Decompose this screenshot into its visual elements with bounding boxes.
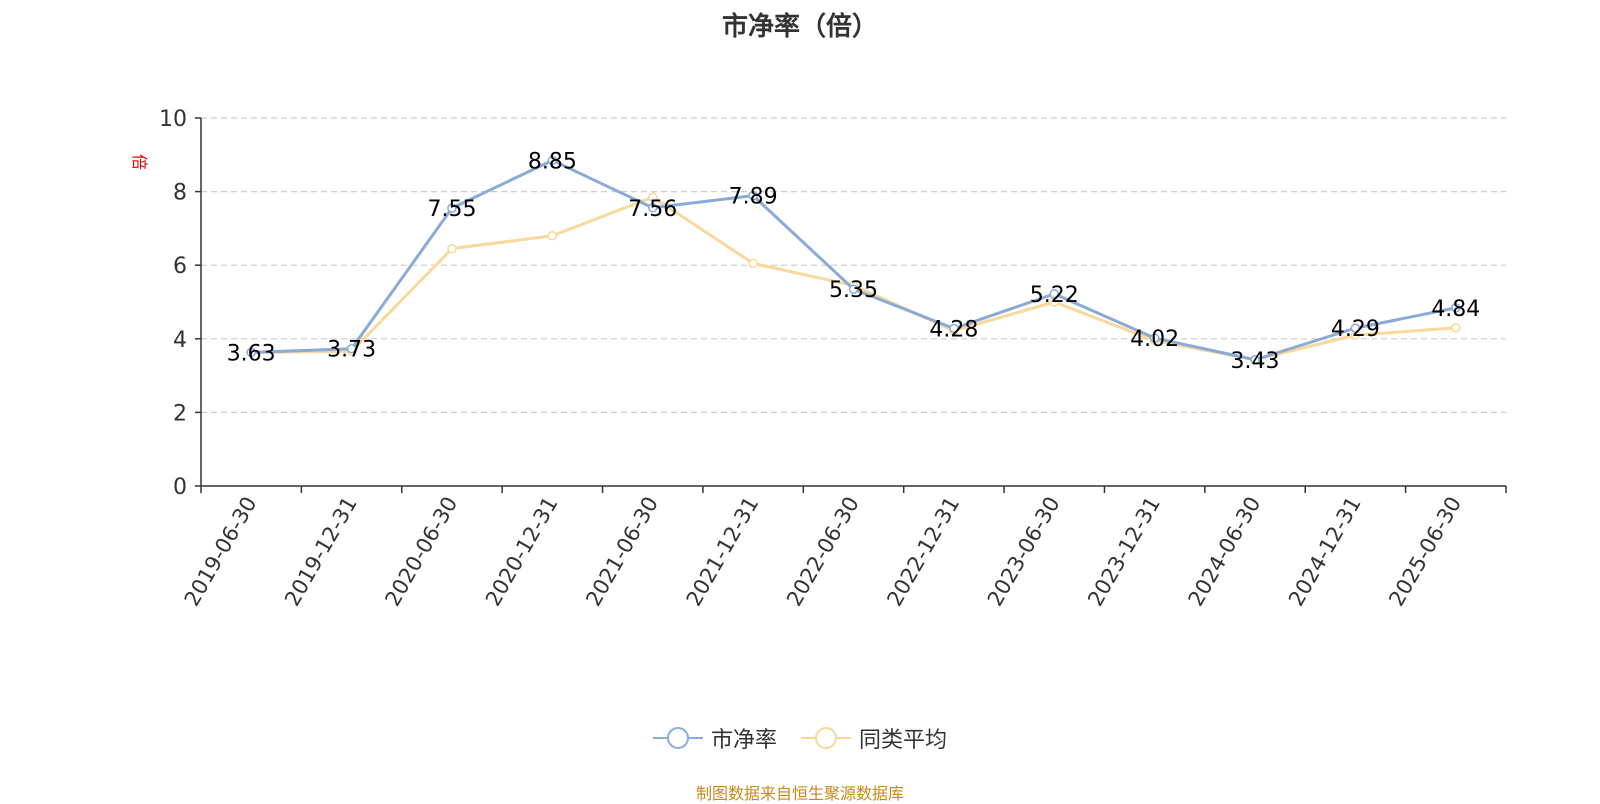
grid-layer <box>201 117 1506 413</box>
x-tick-label: 2022-06-30 <box>782 493 864 611</box>
data-label: 4.84 <box>1431 297 1480 322</box>
series-1-point <box>346 343 357 354</box>
y-tick-label: 10 <box>159 107 187 132</box>
data-label: 4.29 <box>1331 317 1380 342</box>
series-1-point <box>1350 323 1361 333</box>
series-1-point <box>647 203 658 213</box>
data-source-note: 制图数据来自恒生聚源数据库 <box>695 784 904 803</box>
data-label: 4.28 <box>929 317 978 342</box>
legend: 市净率 同类平均 <box>0 722 1600 754</box>
series-1-point <box>949 323 959 334</box>
data-label: 3.43 <box>1231 349 1280 374</box>
legend-line-circle-icon-yellow <box>801 727 851 749</box>
series-1-point <box>246 347 256 358</box>
y-tick-label: 0 <box>173 475 187 500</box>
legend-label-series-2: 同类平均 <box>859 728 948 753</box>
y-tick-label: 8 <box>173 181 187 206</box>
series-2-point <box>647 192 658 202</box>
data-label: 3.73 <box>327 338 376 363</box>
x-tick-label: 2020-06-30 <box>380 493 462 611</box>
y-tick-label: 6 <box>173 254 187 279</box>
x-tick-label: 2019-06-30 <box>180 493 262 611</box>
data-label: 3.63 <box>227 341 276 366</box>
x-tick-label: 2024-12-31 <box>1284 493 1366 611</box>
series-1-point <box>1250 355 1260 365</box>
series-1-point <box>748 190 758 201</box>
series-2-point <box>547 231 558 241</box>
series-layer <box>246 155 1461 365</box>
series-1-point <box>848 284 859 294</box>
x-tick-label: 2021-06-30 <box>581 493 663 611</box>
series-1-point <box>547 155 558 166</box>
data-label: 5.22 <box>1030 283 1079 308</box>
data-label: 7.56 <box>628 197 677 222</box>
x-tick-label: 2023-06-30 <box>983 493 1065 611</box>
series-1-point <box>1451 303 1461 313</box>
x-tick-label: 2023-12-31 <box>1083 493 1165 611</box>
x-tick-label: 2025-06-30 <box>1384 493 1466 611</box>
x-tick-label: 2019-12-31 <box>280 493 362 611</box>
series-line-1 <box>251 158 1457 362</box>
data-label: 7.89 <box>729 185 778 210</box>
x-tick-label: 2020-12-31 <box>481 493 563 611</box>
data-label: 7.55 <box>427 197 476 222</box>
series-1-point <box>1149 333 1160 343</box>
chart-title: 市净率（倍） <box>721 12 878 42</box>
y-tick-label: 4 <box>173 328 187 353</box>
y-tick-label: 2 <box>173 401 187 426</box>
x-tick-label: 2024-06-30 <box>1184 493 1266 611</box>
data-label-layer: 3.63 3.73 7.55 8.85 7.56 7.89 5.35 4.28 5.22 4.02… <box>227 149 1481 373</box>
series-2-point <box>1451 323 1461 333</box>
series-1-point <box>447 203 457 213</box>
legend-label-series-1: 市净率 <box>710 728 777 753</box>
data-label: 8.85 <box>528 149 577 174</box>
data-label: 4.02 <box>1130 327 1179 352</box>
x-tick-label: 2021-12-31 <box>682 493 764 611</box>
legend-item-series-2[interactable]: 同类平均 <box>801 722 947 754</box>
series-1-point <box>1049 289 1060 299</box>
legend-line-circle-icon-blue <box>652 727 703 749</box>
series-2-point <box>748 258 758 269</box>
data-label: 5.35 <box>829 278 878 303</box>
legend-item-series-1[interactable]: 市净率 <box>652 722 777 754</box>
series-2-point <box>447 243 457 254</box>
x-tick-label: 2022-12-31 <box>882 493 964 611</box>
